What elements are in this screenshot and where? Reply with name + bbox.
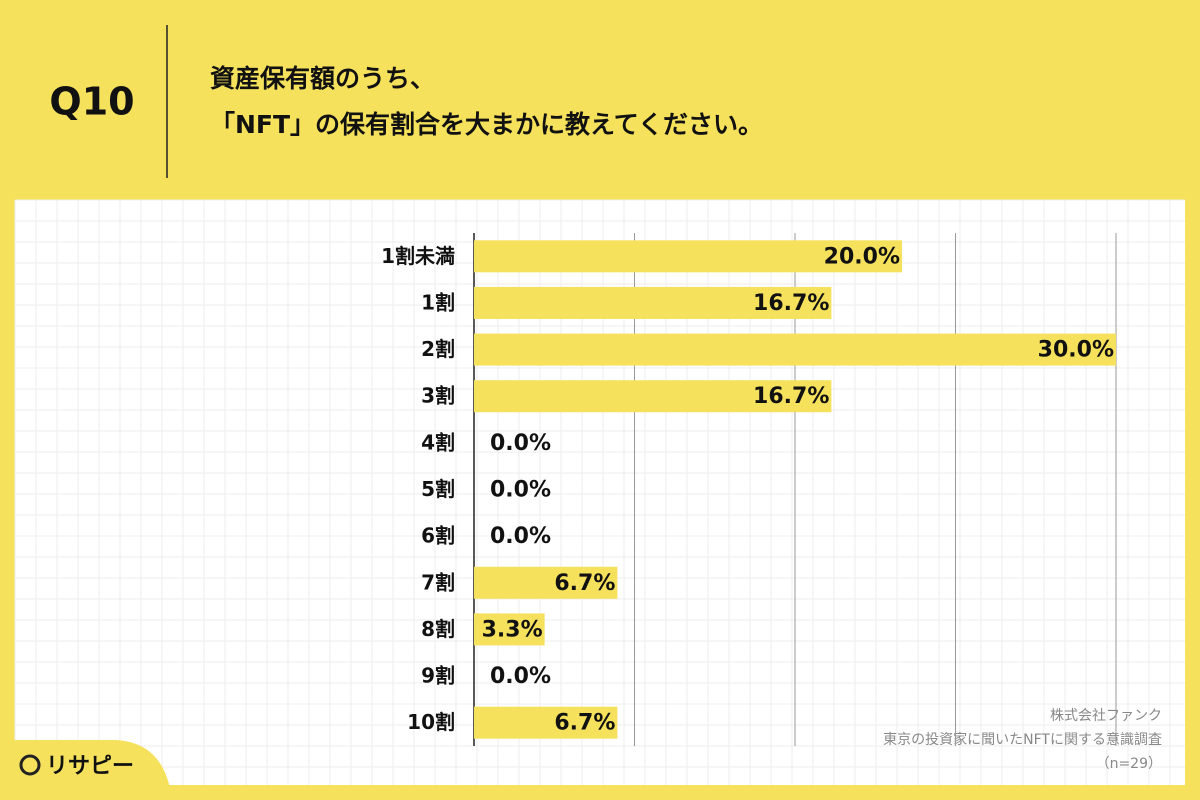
y-tick-label: 10割 [407, 710, 455, 734]
bar [474, 333, 1116, 366]
value-label: 6.7% [554, 571, 615, 596]
logo: リサピー [46, 754, 134, 779]
bar [474, 613, 545, 646]
bar [474, 380, 832, 413]
value-label: 6.7% [554, 711, 615, 736]
bar [474, 566, 618, 599]
bar [474, 706, 618, 739]
question-number: Q10 [49, 80, 134, 124]
y-tick-label: 2割 [421, 337, 455, 361]
y-tick-label: 9割 [421, 664, 455, 688]
title-line: 「NFT」の保有割合を大まかに教えてください。 [210, 110, 763, 139]
title-line: 資産保有額のうち、 [210, 64, 435, 93]
value-label: 0.0% [490, 431, 551, 456]
source-line: 東京の投資家に聞いたNFTに関する意識調査 [883, 731, 1162, 748]
y-tick-label: 4割 [421, 430, 455, 454]
bar [474, 240, 902, 273]
value-label: 0.0% [490, 524, 551, 549]
value-label: 30.0% [1038, 338, 1114, 363]
source-line: 株式会社ファンク [1050, 708, 1162, 724]
bar [474, 286, 832, 319]
value-label: 20.0% [824, 244, 900, 269]
logo-badge [0, 740, 172, 800]
value-label: 16.7% [753, 291, 829, 316]
value-label: 0.0% [490, 478, 551, 503]
logo-icon [19, 754, 41, 776]
y-tick-label: 3割 [421, 384, 455, 408]
y-tick-label: 1割 [421, 290, 455, 314]
y-tick-label: 1割未満 [381, 244, 455, 268]
value-label: 16.7% [753, 384, 829, 409]
y-tick-label: 8割 [421, 617, 455, 641]
source-line: （n=29） [1096, 756, 1162, 772]
value-label: 0.0% [490, 664, 551, 689]
panel-grid [14, 199, 1185, 785]
y-tick-label: 6割 [421, 524, 455, 548]
value-label: 3.3% [482, 617, 543, 642]
y-tick-label: 5割 [421, 477, 455, 501]
y-tick-label: 7割 [421, 570, 455, 594]
